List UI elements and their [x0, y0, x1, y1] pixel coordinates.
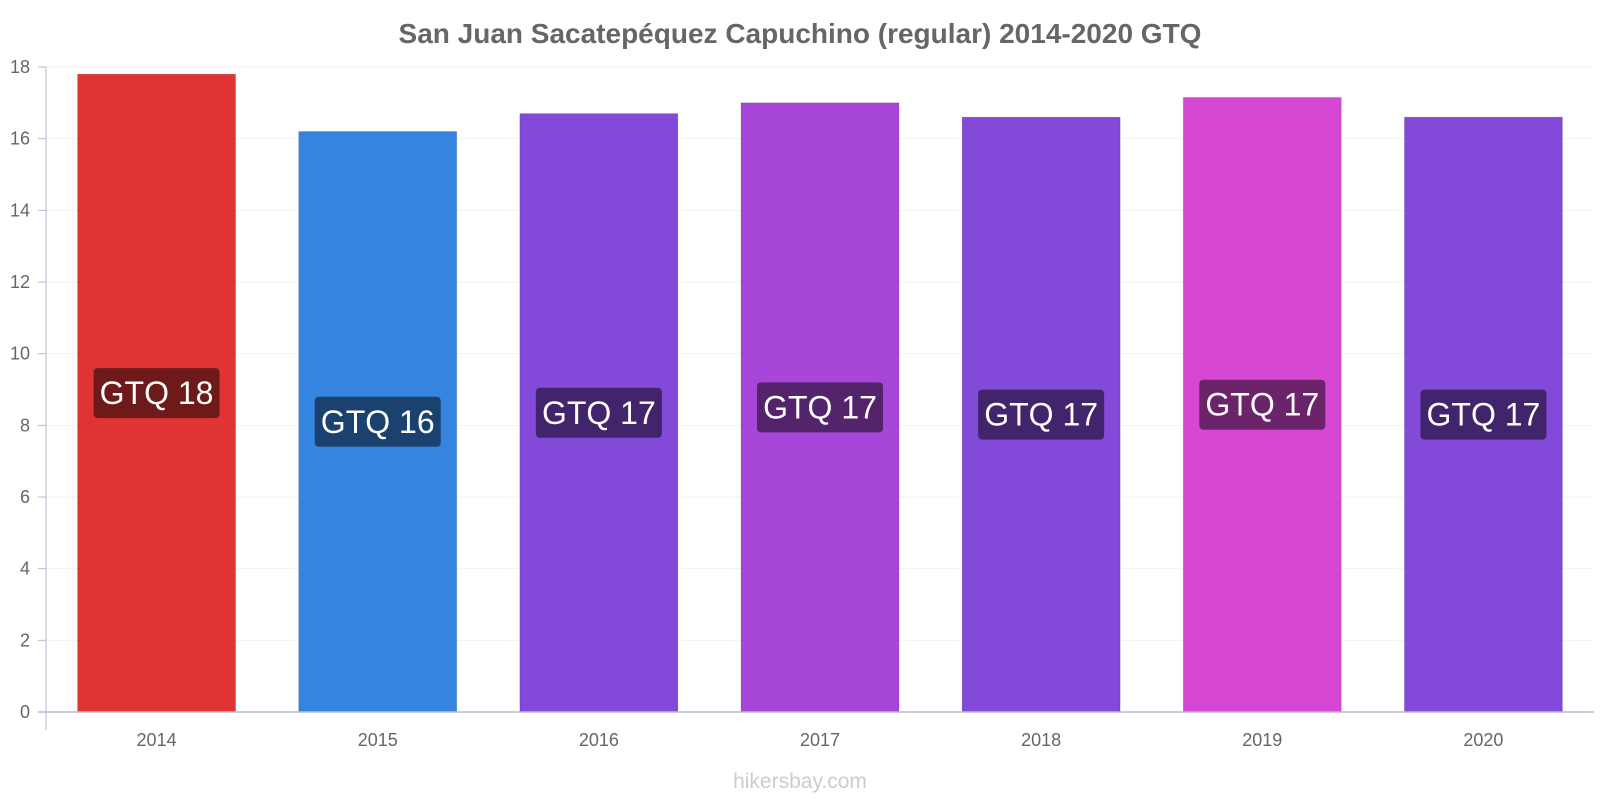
x-tick-label: 2019 — [1242, 730, 1282, 750]
y-tick-label: 16 — [10, 129, 30, 149]
x-tick-label: 2016 — [579, 730, 619, 750]
x-tick-label: 2017 — [800, 730, 840, 750]
x-tick-label: 2014 — [137, 730, 177, 750]
y-tick-label: 8 — [20, 415, 30, 435]
y-tick-label: 2 — [20, 630, 30, 650]
axes — [38, 66, 1594, 730]
data-label-box — [757, 382, 883, 433]
chart-title: San Juan Sacatepéquez Capuchino (regular… — [399, 18, 1202, 49]
y-tick-label: 6 — [20, 487, 30, 507]
y-tick-label: 10 — [10, 344, 30, 364]
y-tick-labels: 0 2 4 6 8 10 12 14 16 18 — [10, 57, 30, 722]
y-tick-label: 18 — [10, 57, 30, 77]
data-label-box — [1199, 379, 1326, 430]
data-label: GTQ 16 — [321, 404, 435, 440]
data-label: GTQ 17 — [1427, 397, 1541, 433]
y-tick-label: 0 — [20, 702, 30, 722]
data-label: GTQ 17 — [542, 395, 656, 431]
x-tick-label: 2018 — [1021, 730, 1061, 750]
data-label-box — [978, 389, 1105, 440]
data-label: GTQ 17 — [1205, 387, 1319, 423]
data-label-box — [93, 368, 220, 419]
data-labels: GTQ 18 GTQ 16 GTQ 17 GTQ 17 GTQ 17 GTQ 17 GTQ … — [93, 368, 1547, 447]
y-tick-label: 4 — [20, 559, 30, 579]
y-tick-label: 14 — [10, 200, 30, 220]
data-label-box — [314, 396, 441, 447]
data-label-box — [535, 387, 662, 438]
x-tick-labels: 2014 2015 2016 2017 2018 2019 2020 — [137, 730, 1504, 750]
x-tick-label: 2015 — [358, 730, 398, 750]
data-label: GTQ 18 — [100, 375, 214, 411]
x-tick-label: 2020 — [1463, 730, 1503, 750]
y-tick-label: 12 — [10, 272, 30, 292]
watermark: hikersbay.com — [733, 770, 867, 793]
data-label: GTQ 17 — [763, 389, 877, 425]
data-label: GTQ 17 — [984, 397, 1098, 433]
data-label-box — [1420, 389, 1547, 440]
